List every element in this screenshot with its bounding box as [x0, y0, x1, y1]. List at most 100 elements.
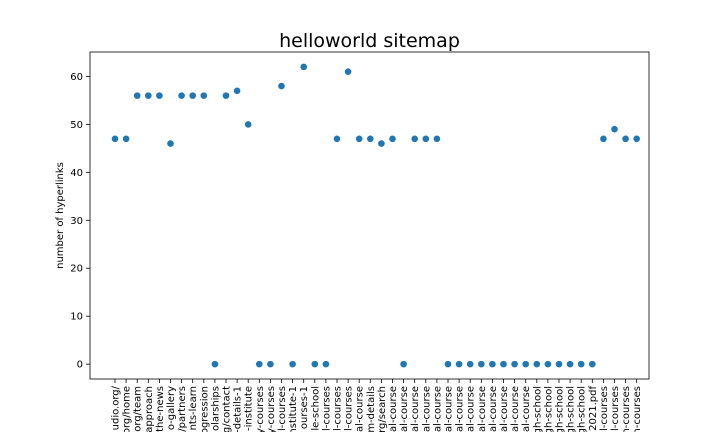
data-point: [466, 360, 474, 368]
y-tick-label: 0: [77, 360, 83, 371]
x-tick-label: al-course: [510, 386, 521, 432]
data-point: [167, 140, 174, 147]
x-tick-label: al-course: [455, 386, 466, 432]
data-point: [622, 135, 629, 143]
x-tick-label: al-course: [488, 386, 499, 432]
y-tick-label: 50: [70, 120, 83, 131]
data-point: [433, 135, 441, 143]
x-tick-label: org/home: [122, 386, 133, 432]
x-tick-label: /partners: [177, 386, 188, 432]
y-tick-label: 10: [70, 312, 83, 323]
x-tick-label: al-course: [421, 386, 432, 432]
y-tick-label: 20: [70, 264, 83, 275]
x-tick-label: -details-1: [233, 386, 244, 432]
data-point: [344, 68, 352, 75]
data-point: [544, 360, 552, 368]
data-point: [211, 360, 219, 368]
x-tick-label: 2021.pdf: [588, 386, 599, 431]
x-tick-label: al-course: [410, 386, 421, 432]
x-tick-label: le-school: [310, 386, 321, 431]
data-point: [322, 360, 330, 368]
data-point: [522, 360, 529, 368]
x-tick-label: al-course: [499, 386, 510, 432]
data-point: [555, 360, 563, 368]
y-tick-label: 30: [70, 216, 83, 227]
y-tick-label: 60: [70, 72, 83, 83]
x-tick-label: gh-school: [566, 386, 577, 432]
x-tick-label: olarships: [210, 386, 221, 431]
x-tick-label: n-courses: [621, 386, 632, 432]
data-point: [566, 360, 574, 368]
data-points: [111, 63, 640, 368]
data-point: [444, 360, 452, 368]
data-point: [378, 140, 385, 147]
data-point: [333, 135, 341, 143]
data-point: [244, 121, 252, 128]
data-point: [189, 92, 196, 99]
data-point: [422, 135, 430, 143]
x-tick-label: l-courses: [344, 386, 355, 431]
y-axis-label: number of hyperlinks: [55, 162, 66, 269]
x-tick-label: -institute: [244, 386, 255, 431]
x-tick-label: al-course: [399, 386, 410, 432]
x-tick-label: al-course: [521, 386, 532, 432]
x-tick-label: al-course: [466, 386, 477, 432]
data-point: [233, 87, 241, 95]
x-tick-label: al-course: [388, 386, 399, 432]
data-point: [389, 135, 396, 143]
x-tick-label: n-courses: [632, 386, 643, 432]
data-point: [400, 360, 407, 368]
data-point: [222, 92, 230, 99]
x-tick-label: udio.org/: [111, 385, 122, 430]
x-tick-label: g/contact: [222, 386, 233, 432]
data-point: [278, 82, 285, 90]
x-tick-label: ourses-1: [299, 386, 310, 429]
x-tick-label: al-course: [355, 386, 366, 432]
data-point: [577, 360, 585, 368]
x-tick-label: approach: [144, 386, 155, 432]
data-point: [589, 360, 596, 368]
plot-area: [89, 51, 650, 380]
data-point: [611, 125, 618, 133]
x-tick-label: ogression: [199, 386, 210, 432]
x-tick-label: rg/search: [377, 386, 388, 432]
data-point: [300, 63, 308, 71]
x-tick-label: al-course: [444, 386, 455, 432]
x-tick-label: gh-school: [532, 386, 543, 432]
data-point: [267, 360, 274, 368]
data-point: [156, 92, 163, 99]
x-tick-label: gh-school: [555, 386, 566, 432]
data-point: [600, 135, 607, 143]
data-point: [178, 92, 185, 99]
x-tick-label: al-course: [432, 386, 443, 432]
data-point: [367, 135, 374, 143]
data-point: [133, 92, 141, 99]
data-point: [455, 360, 463, 368]
x-tick-label: gh-school: [577, 386, 588, 432]
x-tick-label: m-details: [366, 386, 377, 432]
data-point: [122, 135, 130, 143]
data-point: [145, 92, 152, 99]
x-tick-label: al-course: [477, 386, 488, 432]
x-tick-label: y-courses: [266, 386, 277, 432]
data-point: [633, 135, 640, 143]
chart-title: helloworld sitemap: [279, 30, 460, 52]
x-tick-label: the-news: [155, 386, 166, 432]
data-point: [478, 360, 485, 368]
plot-frame: [89, 51, 650, 380]
data-point: [500, 360, 507, 368]
y-tick-label: 40: [70, 168, 83, 179]
x-tick-label: gh-school: [543, 386, 554, 432]
x-tick-label: l-courses: [599, 386, 610, 431]
x-tick-label: nstitute-1: [288, 386, 299, 432]
data-point: [111, 135, 119, 143]
axis-ticks: 0 10 20 30 40 50 60 udio.org/org/home org/team ap…: [70, 72, 643, 435]
data-point: [255, 360, 263, 368]
x-tick-label: l-courses: [610, 386, 621, 431]
data-point: [489, 360, 496, 368]
x-tick-label: nts-learn: [188, 386, 199, 430]
x-tick-label: l-courses: [277, 386, 288, 431]
x-tick-label: o-gallery: [166, 386, 177, 430]
